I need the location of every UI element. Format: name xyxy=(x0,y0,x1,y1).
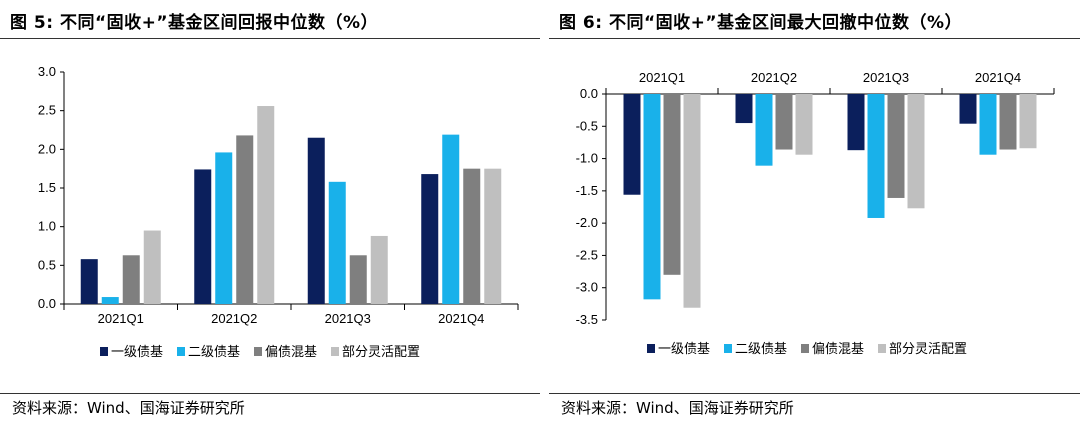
bar-3 xyxy=(463,168,481,304)
bar-2 xyxy=(979,94,997,155)
bar-1 xyxy=(959,94,977,124)
y-tick-label: 3.0 xyxy=(38,64,56,79)
source-rule xyxy=(0,393,540,394)
x-category-label: 2021Q4 xyxy=(438,311,484,326)
y-tick-label: -2.5 xyxy=(576,247,598,262)
y-tick-label: 2.5 xyxy=(38,103,56,118)
y-tick-label: -1.5 xyxy=(576,183,598,198)
x-category-label: 2021Q1 xyxy=(98,311,144,326)
legend-label: 偏债混基 xyxy=(812,342,864,357)
bar-2 xyxy=(328,181,346,304)
bar-3 xyxy=(887,94,905,198)
x-category-label: 2021Q2 xyxy=(751,70,797,85)
bar-1 xyxy=(80,259,98,304)
bar-1 xyxy=(623,94,641,195)
title-rule xyxy=(549,38,1080,39)
y-tick-label: -3.0 xyxy=(576,280,598,295)
x-category-label: 2021Q3 xyxy=(325,311,371,326)
legend-swatch xyxy=(878,344,886,353)
legend-swatch xyxy=(647,344,655,353)
legend-label: 二级债基 xyxy=(188,345,240,360)
bar-1 xyxy=(735,94,753,124)
x-category-label: 2021Q2 xyxy=(211,311,257,326)
y-tick-label: 2.0 xyxy=(38,141,56,156)
legend-label: 偏债混基 xyxy=(265,345,317,360)
bar-1 xyxy=(194,169,212,304)
bar-3 xyxy=(349,255,367,304)
x-category-label: 2021Q1 xyxy=(639,70,685,85)
bar-2 xyxy=(442,134,460,304)
bar-4 xyxy=(683,94,701,308)
bar-1 xyxy=(421,174,439,304)
bar-3 xyxy=(999,94,1017,150)
y-tick-label: -0.5 xyxy=(576,118,598,133)
x-category-label: 2021Q3 xyxy=(863,70,909,85)
legend-swatch xyxy=(724,344,732,353)
bar-1 xyxy=(847,94,865,151)
y-tick-label: 1.5 xyxy=(38,180,56,195)
bar-2 xyxy=(755,94,773,166)
legend-label: 二级债基 xyxy=(735,342,787,357)
y-tick-label: -2.0 xyxy=(576,215,598,230)
legend-swatch xyxy=(177,347,185,356)
y-tick-label: -3.5 xyxy=(576,312,598,327)
y-tick-label: 0.0 xyxy=(580,86,598,101)
bar-4 xyxy=(484,168,502,304)
legend-swatch xyxy=(254,347,262,356)
legend-swatch xyxy=(100,347,108,356)
bar-3 xyxy=(663,94,681,275)
figure-6-panel: 图 6: 不同“固收+”基金区间最大回撤中位数（%） 0.0 -0.5 -1.0 -1… xyxy=(549,0,1080,424)
y-tick-label: 0.5 xyxy=(38,257,56,272)
y-tick-label: 1.0 xyxy=(38,219,56,234)
legend-label: 部分灵活配置 xyxy=(889,342,967,357)
legend-swatch xyxy=(331,347,339,356)
y-tick-label: -1.0 xyxy=(576,151,598,166)
bar-2 xyxy=(101,297,119,304)
y-tick-label: 0.0 xyxy=(38,296,56,311)
drawdown-median-chart: 0.0 -0.5 -1.0 -1.5 -2.0 -2.5 -3.0 -3.5 2021Q1 202… xyxy=(576,70,1055,357)
figure-5-title: 图 5: 不同“固收+”基金区间回报中位数（%） xyxy=(10,13,379,33)
legend-label: 一级债基 xyxy=(111,345,163,360)
source-rule xyxy=(549,393,1080,394)
legend-swatch xyxy=(801,344,809,353)
bar-3 xyxy=(122,255,140,304)
x-category-label: 2021Q4 xyxy=(975,70,1021,85)
bar-3 xyxy=(236,135,254,304)
figure-6-title: 图 6: 不同“固收+”基金区间最大回撤中位数（%） xyxy=(559,13,963,33)
bar-4 xyxy=(370,235,388,304)
bar-4 xyxy=(907,94,925,209)
figure-5-panel: 图 5: 不同“固收+”基金区间回报中位数（%） 0.0 0.5 1.0 1.5 2.0… xyxy=(0,13,540,417)
return-median-chart: 0.0 0.5 1.0 1.5 2.0 2.5 3.0 2021Q1 2021Q2 2021Q3 2… xyxy=(38,64,519,360)
bar-1 xyxy=(307,137,325,304)
legend-label: 部分灵活配置 xyxy=(342,345,420,360)
bar-2 xyxy=(643,94,661,300)
bar-4 xyxy=(257,106,275,304)
figure-5-source: 资料来源：Wind、国海证券研究所 xyxy=(12,399,245,417)
title-rule xyxy=(0,38,540,39)
bar-4 xyxy=(795,94,813,155)
bar-2 xyxy=(867,94,885,218)
bar-3 xyxy=(775,94,793,150)
bar-4 xyxy=(143,230,161,304)
legend-label: 一级债基 xyxy=(658,342,710,357)
figure-6-source: 资料来源：Wind、国海证券研究所 xyxy=(561,399,794,417)
bar-4 xyxy=(1019,94,1037,149)
bar-2 xyxy=(215,152,233,304)
